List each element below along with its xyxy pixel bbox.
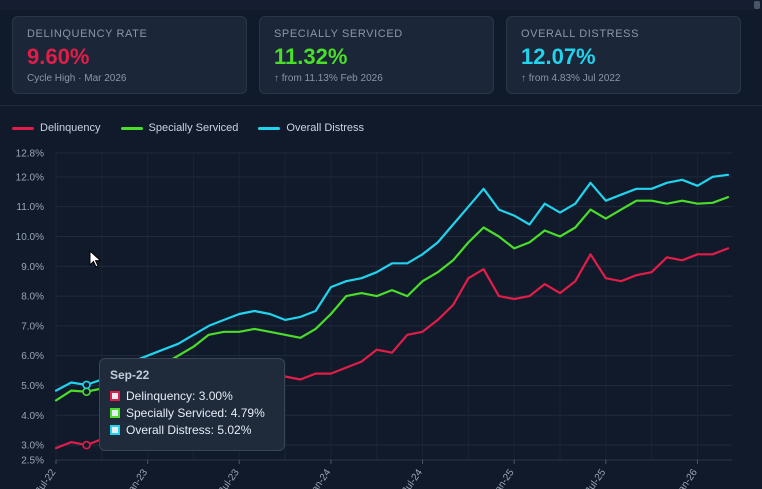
- card-value: 12.07%: [521, 44, 596, 69]
- x-tick-label: Jul-24: [400, 467, 425, 489]
- x-tick-label: Jan-26: [673, 467, 700, 489]
- tooltip-row-specially-serviced: Specially Serviced: 4.79%: [110, 404, 274, 421]
- y-tick-label: 8.0%: [21, 292, 44, 303]
- y-tick-label: 7.0%: [21, 321, 44, 332]
- tooltip-title: Sep-22: [110, 368, 150, 382]
- x-tick-label: Jan-24: [307, 467, 334, 489]
- section-divider: [0, 105, 762, 106]
- tooltip-text: Overall Distress: 5.02%: [126, 422, 252, 437]
- legend-swatch: [12, 126, 34, 130]
- tooltip-text: Delinquency: 3.00%: [126, 388, 233, 403]
- legend-item-overall-distress[interactable]: Overall Distress: [258, 121, 364, 135]
- x-tick-label: Jan-25: [490, 467, 517, 489]
- y-tick-label: 5.0%: [21, 381, 44, 392]
- card-subtext: ↑ from 4.83% Jul 2022: [521, 73, 621, 84]
- chart-tooltip: Sep-22 Delinquency: 3.00% Specially Serv…: [99, 358, 285, 451]
- card-label: SPECIALLY SERVICED: [274, 28, 403, 40]
- y-tick-label: 12.8%: [16, 149, 44, 160]
- tooltip-text: Specially Serviced: 4.79%: [126, 405, 265, 420]
- tooltip-swatch: [110, 390, 120, 401]
- tooltip-swatch: [110, 424, 120, 435]
- x-tick-label: Jul-25: [584, 467, 609, 489]
- hover-point-specially-serviced: [82, 387, 91, 397]
- card-delinquency-rate: DELINQUENCY RATE 9.60% Cycle High · Mar …: [12, 16, 247, 94]
- card-value: 11.32%: [274, 44, 348, 69]
- chart-legend: Delinquency Specially Serviced Overall D…: [12, 121, 384, 135]
- card-value: 9.60%: [27, 44, 90, 69]
- scrollbar-thumb[interactable]: [754, 1, 760, 9]
- y-tick-label: 3.0%: [21, 441, 44, 452]
- hover-point-delinquency: [82, 440, 91, 450]
- card-label: DELINQUENCY RATE: [27, 28, 148, 40]
- y-tick-label: 2.5%: [21, 456, 44, 467]
- x-tick-label: Jul-22: [34, 467, 59, 489]
- y-tick-label: 11.0%: [16, 202, 44, 213]
- legend-label: Delinquency: [40, 122, 101, 134]
- tooltip-swatch: [110, 407, 120, 418]
- x-tick-label: Jan-23: [124, 467, 151, 489]
- hover-point-overall-distress: [82, 380, 91, 390]
- legend-item-specially-serviced[interactable]: Specially Serviced: [120, 121, 239, 135]
- y-tick-label: 6.0%: [21, 351, 44, 362]
- y-tick-label: 10.0%: [16, 232, 44, 243]
- card-subtext: ↑ from 11.13% Feb 2026: [274, 73, 383, 84]
- legend-item-delinquency[interactable]: Delinquency: [12, 121, 101, 135]
- card-subtext: Cycle High · Mar 2026: [27, 73, 127, 84]
- y-tick-label: 12.0%: [16, 172, 44, 183]
- card-label: OVERALL DISTRESS: [521, 28, 640, 40]
- legend-label: Overall Distress: [286, 122, 365, 134]
- card-overall-distress: OVERALL DISTRESS 12.07% ↑ from 4.83% Jul…: [506, 16, 741, 94]
- legend-swatch: [258, 126, 281, 130]
- card-specially-serviced: SPECIALLY SERVICED 11.32% ↑ from 11.13% …: [259, 16, 494, 94]
- legend-label: Specially Serviced: [148, 122, 239, 134]
- x-tick-label: Jul-23: [217, 467, 242, 489]
- tooltip-row-overall-distress: Overall Distress: 5.02%: [110, 421, 274, 438]
- series-line-overall-distress: [54, 173, 730, 392]
- tooltip-row-delinquency: Delinquency: 3.00%: [110, 387, 274, 404]
- top-strip: [0, 0, 762, 10]
- y-tick-label: 4.0%: [21, 411, 44, 422]
- legend-swatch: [120, 126, 143, 130]
- mouse-pointer-icon: [89, 250, 102, 268]
- y-tick-label: 9.0%: [21, 262, 44, 273]
